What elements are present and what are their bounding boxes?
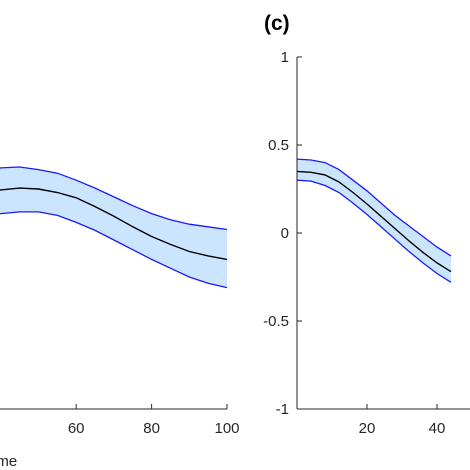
y-tick-label: 0.5 [268,137,289,154]
y-tick-label: -1 [276,401,289,418]
y-tick-label: -0.5 [263,313,289,330]
confidence-band [297,159,451,283]
mean-line [296,170,452,273]
upper-bound-line [296,158,452,257]
x-axis-title: ame [0,453,17,470]
panel-b: 60 80 100 ame [0,166,240,470]
lower-bound-line [296,179,452,283]
upper-bound-line [0,166,228,231]
x-tick-label: 20 [359,420,376,437]
x-tick-label: 40 [429,420,446,437]
panel-c: 20 40 -1 -0.5 0 0.5 1 (c) [263,12,470,437]
x-tick-label: 80 [143,420,160,437]
lower-bound-line [0,211,228,289]
x-tick-label: 60 [68,420,85,437]
y-tick-label: 1 [281,49,289,66]
confidence-band [0,167,227,288]
x-tick-label: 100 [214,420,239,437]
y-tick-label: 0 [281,225,289,242]
panel-label: (c) [264,12,290,35]
mean-line [0,187,228,261]
